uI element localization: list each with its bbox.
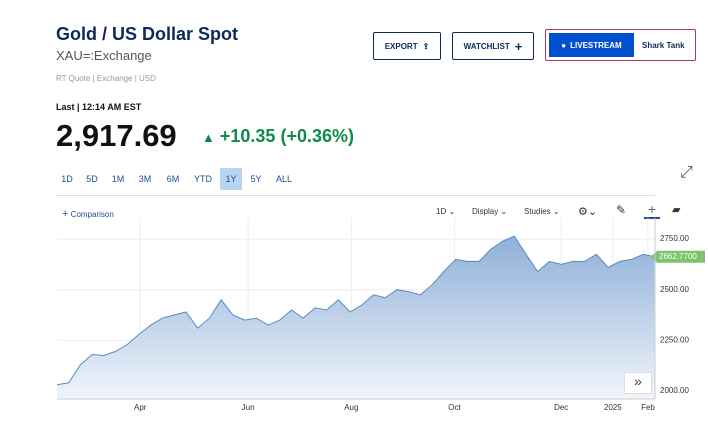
change-text: +10.35 (+0.36%) [219,126,354,146]
studies-select[interactable]: Studies ⌄ [524,207,560,216]
comparison-button[interactable]: + Comparison [62,208,114,220]
scroll-button[interactable]: » [624,372,652,394]
line [56,235,656,386]
crosshair-icon[interactable]: + [644,201,660,219]
range-button[interactable]: 3M [138,174,152,184]
range-button[interactable]: YTD [194,174,212,184]
price: 2,917.69 [56,118,177,153]
last-label: 2662.7700 [659,252,697,261]
label: EXPORT [384,41,418,51]
y-tick-label: 2500.00 [660,285,689,294]
dot: ● [561,40,567,50]
watchlist-button[interactable]: WATCHLIST + [452,32,534,60]
label: Studies [524,207,551,216]
label: 1D [436,207,447,216]
x-tick-label: Feb [641,403,655,412]
range-button[interactable]: 5Y [250,174,262,184]
icon: ⇪ [422,41,430,51]
range-button[interactable]: 5D [86,174,98,184]
change: ▲ +10.35 (+0.36%) [202,126,354,147]
x-tick-label: 2025 [604,403,622,412]
chart: 2000.00 2250.00 2500.00 2750.00 Apr Jun Aug Oct… [56,218,705,412]
y-tick-label: 2000.00 [660,386,689,395]
last-label: Last | 12:14 AM EST [56,102,142,112]
x-tick-label: Apr [134,403,147,412]
range-button[interactable]: 6M [166,174,180,184]
comment-icon[interactable]: ▰ [672,204,681,216]
export-button[interactable]: EXPORT ⇪ [373,32,441,60]
title: Gold / US Dollar Spot [56,24,239,44]
range-button[interactable]: 1D [61,174,73,184]
plus: + [62,208,69,220]
label: WATCHLIST [463,41,510,51]
label: Display [472,207,499,216]
divider [55,195,655,196]
up-arrow: ▲ [202,130,215,145]
symbol: XAU=:Exchange [56,48,152,63]
livestream-button[interactable]: ● LIVESTREAM [549,33,634,57]
y-tick-label: 2250.00 [660,335,689,344]
meta: RT Quote | Exchange | USD [56,74,156,83]
area [57,236,655,399]
range-button[interactable]: 1Y [220,168,242,190]
label: LIVESTREAM [570,40,622,50]
x-tick-label: Jun [242,403,255,412]
livestream-box[interactable]: ● LIVESTREAM Shark Tank [545,29,696,61]
display-select[interactable]: Display ⌄ [472,207,508,216]
x-tick-label: Aug [344,403,358,412]
x-tick-label: Dec [554,403,568,412]
settings-icon[interactable]: ⚙⌄ [578,206,598,218]
y-tick-label: 2750.00 [660,234,689,243]
expand-icon[interactable]: ⤢ [680,164,693,181]
sponsor: Shark Tank [642,41,685,50]
range-button[interactable]: ALL [275,174,292,184]
draw-icon[interactable]: ✎ [616,203,627,217]
interval-select[interactable]: 1D ⌄ [436,207,456,216]
last-badge [651,250,705,263]
label: Comparison [70,210,114,219]
range-button[interactable]: 1M [111,174,125,184]
icon: + [514,38,523,54]
x-tick-label: Oct [448,403,461,412]
